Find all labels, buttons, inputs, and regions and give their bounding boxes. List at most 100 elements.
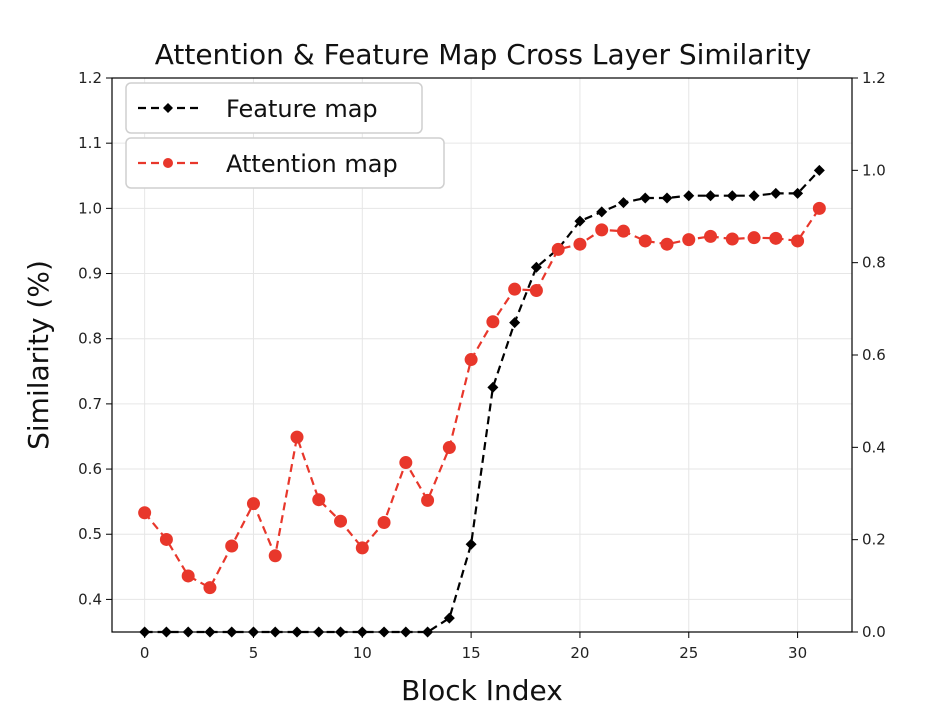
feature-map-point [813, 164, 825, 176]
attention-map-point [769, 231, 783, 245]
right-y-tick-label: 0.4 [862, 438, 886, 456]
right-y-tick-label: 0.0 [862, 623, 886, 641]
feature-map-point [617, 197, 629, 209]
feature-map-point [335, 626, 347, 638]
feature-map-point [770, 187, 782, 199]
legend-label-attention: Attention map [226, 150, 398, 178]
x-tick-label: 0 [140, 644, 150, 662]
attention-map-point [812, 201, 826, 215]
feature-map-point [247, 626, 259, 638]
x-axis: 0 5 10 15 20 25 30 [140, 632, 807, 662]
feature-map-point [204, 626, 216, 638]
attention-map-point [355, 541, 369, 555]
feature-map-point [269, 626, 281, 638]
attention-map-line [143, 207, 821, 590]
attention-map-point [486, 315, 500, 329]
x-tick-label: 25 [679, 644, 698, 662]
attention-map-point [660, 237, 674, 251]
legend-marker-attention [163, 158, 173, 168]
feature-map-point [748, 190, 760, 202]
feature-map-point [356, 626, 368, 638]
attention-map-point [225, 539, 239, 553]
attention-map-point [421, 493, 435, 507]
attention-map-point [747, 231, 761, 245]
feature-map-point [465, 538, 477, 550]
feature-map-point [705, 190, 717, 202]
left-y-tick-label: 0.8 [78, 330, 102, 348]
left-y-tick-label: 1.1 [78, 134, 102, 152]
feature-map-point [182, 626, 194, 638]
attention-map-point [551, 242, 565, 256]
attention-map-point [529, 283, 543, 297]
attention-map-point [159, 532, 173, 546]
left-y-tick-label: 0.4 [78, 590, 102, 608]
attention-map-point [573, 237, 587, 251]
attention-map-point [442, 441, 456, 455]
attention-map-point [268, 549, 282, 563]
attention-map-point [704, 229, 718, 243]
attention-map-point [377, 516, 391, 530]
feature-map-point [509, 317, 521, 329]
left-y-tick-label: 0.7 [78, 395, 102, 413]
right-y-tick-label: 0.2 [862, 531, 886, 549]
x-tick-label: 5 [249, 644, 259, 662]
feature-map-line [144, 169, 821, 634]
feature-map-point [574, 215, 586, 227]
y-axis-label: Similarity (%) [22, 260, 55, 450]
feature-map-point [726, 190, 738, 202]
x-tick-label: 10 [353, 644, 372, 662]
feature-map-point [530, 261, 542, 273]
feature-map-point [291, 626, 303, 638]
feature-map-point [661, 192, 673, 204]
right-y-tick-label: 1.2 [862, 69, 886, 87]
legend-feature-map: Feature map [125, 82, 423, 134]
attention-map-point [399, 456, 413, 470]
attention-map-point [181, 569, 195, 583]
attention-map-point [334, 514, 348, 528]
feature-map-point [313, 626, 325, 638]
left-y-tick-label: 0.9 [78, 265, 102, 283]
attention-map-point [312, 493, 326, 507]
right-y-tick-label: 1.0 [862, 161, 886, 179]
attention-map-point [725, 232, 739, 246]
feature-map-point [226, 626, 238, 638]
left-y-tick-label: 0.6 [78, 460, 102, 478]
left-y-tick-label: 0.5 [78, 525, 102, 543]
right-y-tick-label: 0.8 [862, 254, 886, 272]
left-y-tick-label: 1.2 [78, 69, 102, 87]
feature-map-point [378, 626, 390, 638]
left-y-axis: 0.4 0.5 0.6 0.7 0.8 0.9 1.0 1.1 1.2 [78, 69, 112, 608]
attention-map-point [290, 430, 304, 444]
feature-map-point [487, 381, 499, 393]
series-layer [138, 164, 826, 638]
feature-map-point [139, 626, 151, 638]
feature-map-point [443, 612, 455, 624]
legend-marker-feature [163, 103, 173, 113]
legend-attention-map: Attention map [125, 137, 445, 189]
feature-map-point [160, 626, 172, 638]
attention-map-point [638, 234, 652, 248]
grid [112, 77, 852, 632]
x-tick-label: 30 [788, 644, 807, 662]
attention-map-point [595, 223, 609, 237]
feature-map-point [639, 192, 651, 204]
legend-box-feature [125, 82, 423, 134]
legend-box-attention [125, 137, 445, 189]
feature-map-point [596, 206, 608, 218]
attention-map-point [508, 282, 522, 296]
left-y-tick-label: 1.0 [78, 199, 102, 217]
x-tick-label: 15 [462, 644, 481, 662]
attention-map-point [791, 234, 805, 248]
feature-map-point [792, 187, 804, 199]
x-axis-label: Block Index [401, 674, 563, 707]
chart-title: Attention & Feature Map Cross Layer Simi… [155, 38, 812, 71]
legend-label-feature: Feature map [226, 95, 378, 123]
feature-map-point [422, 626, 434, 638]
right-y-axis: 0.0 0.2 0.4 0.6 0.8 1.0 1.2 [852, 69, 886, 641]
attention-map-point [682, 233, 696, 247]
attention-map-point [203, 581, 217, 595]
feature-map-point [400, 626, 412, 638]
attention-map-point [246, 497, 260, 511]
feature-map-point [683, 190, 695, 202]
